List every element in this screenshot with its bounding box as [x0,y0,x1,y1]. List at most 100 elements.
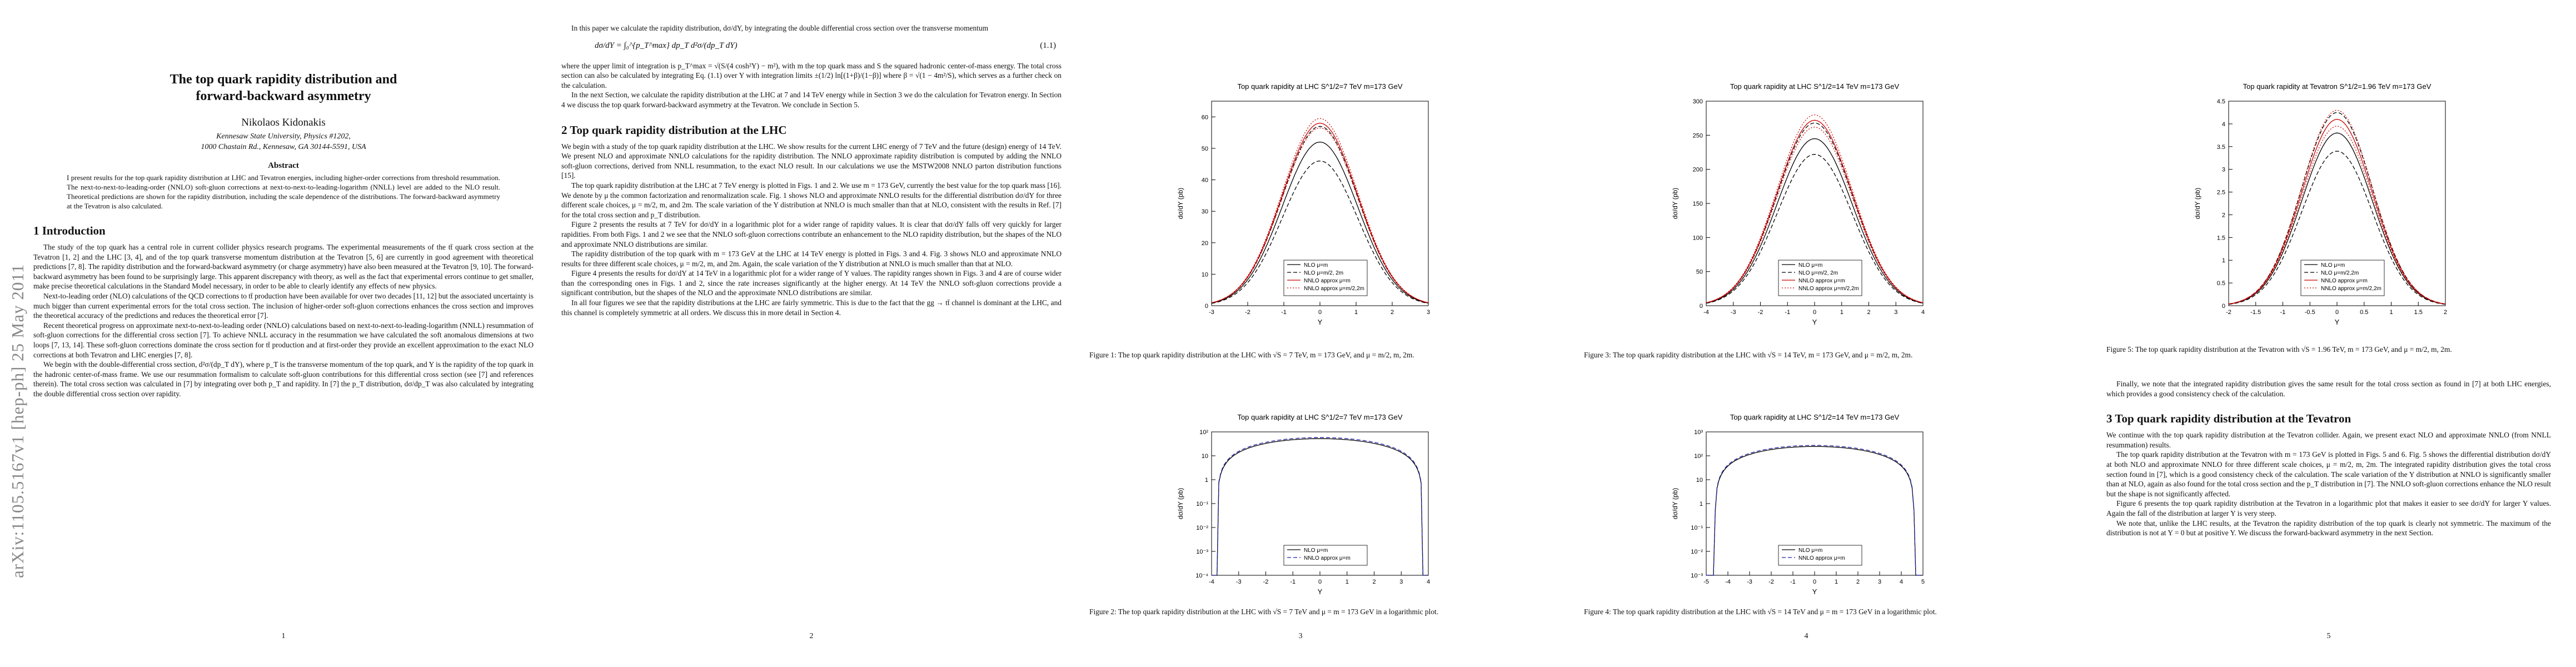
page-number: 3 [1298,632,1303,640]
legend-box [1778,260,1862,296]
paragraph: The study of the top quark has a central… [33,243,534,291]
series-line [1706,446,1923,576]
x-tick-label: 0 [1813,309,1816,316]
title-line-2: forward-backward asymmetry [196,89,371,103]
y-tick-label: 2 [2222,212,2225,218]
x-tick-label: -3 [1236,579,1242,585]
figure-5: Top quark rapidity at Tevatron S^1/2=1.9… [2190,78,2457,334]
y-tick-label: 10² [1199,429,1208,436]
page-5-text: Figure 5: The top quark rapidity distrib… [2106,345,2551,538]
x-tick-label: -4 [1209,579,1214,585]
legend-box [2300,260,2385,296]
x-tick-label: 1 [1840,309,1843,316]
y-tick-label: 50 [1202,146,1208,152]
x-tick-label: -0.5 [2305,309,2315,316]
y-tick-label: 10⁻³ [1196,549,1208,555]
x-tick-label: -4 [1703,309,1709,316]
x-tick-label: 2 [2444,309,2447,316]
y-axis-label: dσ/dY (pb) [2194,188,2201,220]
legend-label: NLO μ=m [1798,262,1822,268]
section-heading: 2 Top quark rapidity distribution at the… [561,123,787,137]
x-tick-label: 4 [1921,309,1925,316]
series-line [1706,120,1924,303]
legend-label: NNLO approx μ=m [1304,278,1351,284]
x-tick-label: -3 [1209,309,1214,316]
y-tick-label: 1 [1205,477,1208,484]
x-tick-label: -5 [1703,579,1709,585]
equation-number: (1.1) [1040,41,1056,50]
figure-5-caption: Figure 5: The top quark rapidity distrib… [2106,345,2452,354]
paragraph: Figure 4 presents the results for dσ/dY … [561,269,1062,297]
y-tick-label: 0 [1205,303,1208,310]
abstract-heading: Abstract [268,161,299,170]
series-line [2228,151,2446,305]
x-tick-label: -3 [1731,309,1736,316]
y-tick-label: 10⁻⁴ [1195,573,1208,579]
y-axis-label: dσ/dY (pb) [1177,488,1184,520]
title-line-1: The top quark rapidity distribution and [170,72,397,87]
x-tick-label: -2 [1245,309,1250,316]
series-line [1212,438,1428,576]
section-heading: 1 Introduction [33,224,106,237]
y-tick-label: 10 [1202,453,1208,460]
y-tick-label: 10 [1202,271,1208,278]
series-line [1211,160,1429,304]
x-tick-label: -2 [1263,579,1269,585]
page-number: 1 [281,632,286,640]
paragraph: We note that, unlike the LHC results, at… [2106,519,2551,537]
x-tick-label: 4 [1900,579,1903,585]
legend-label: NNLO approx μ=m [1304,555,1351,561]
chart-title: Top quark rapidity at LHC S^1/2=7 TeV m=… [1237,413,1402,421]
figure-3-chart: Top quark rapidity at LHC S^1/2=14 TeV m… [1671,82,1925,326]
arxiv-identifier: arXiv:1105.5167v1 [hep-ph] 25 May 2011 [8,263,27,578]
chart-title: Top quark rapidity at LHC S^1/2=14 TeV m… [1730,82,1900,91]
y-tick-label: 200 [1693,167,1703,173]
x-tick-label: 5 [1921,579,1925,585]
y-tick-label: 1 [1700,501,1703,507]
page-number: 2 [809,632,814,640]
paragraph: We begin with a study of the top quark r… [561,142,1062,180]
x-tick-label: -1 [1281,309,1287,316]
figure-4: Top quark rapidity at LHC S^1/2=14 TeV m… [1667,409,1934,603]
x-axis-label: Y [1812,318,1817,326]
paragraph: where the upper limit of integration is … [561,61,1062,89]
page-number: 4 [1804,632,1808,640]
y-tick-label: 100 [1693,235,1703,241]
figure-4-caption: Figure 4: The top quark rapidity distrib… [1584,608,1937,616]
paragraph: Finally, we note that the integrated rap… [2106,380,2551,398]
y-tick-label: 4 [2222,121,2225,128]
legend-box [1283,545,1368,566]
equation-body: dσ/dY = ∫₀^{p_T^max} dp_T d²σ/(dp_T dY) [595,41,738,51]
x-tick-label: 1 [2389,309,2393,316]
x-tick-label: -2 [1768,579,1774,585]
series-line [1706,138,1924,303]
page-5: Top quark rapidity at Tevatron S^1/2=1.9… [2106,0,2576,667]
x-tick-label: 0 [2335,309,2339,316]
x-tick-label: -2 [2226,309,2231,316]
legend-label: NNLO approx μ=m/2,2m [1798,286,1859,292]
x-tick-label: 3 [1427,309,1430,316]
paragraph: The top quark rapidity distribution at t… [561,181,1062,219]
series-line [2228,119,2446,305]
y-axis-label: dσ/dY (pb) [1671,488,1679,520]
x-tick-label: 4 [1427,579,1430,585]
legend-label: NNLO approx μ=m [2321,278,2368,284]
x-tick-label: 0 [1318,309,1322,316]
figure-2: Top quark rapidity at LHC S^1/2=7 TeV m=… [1173,409,1439,603]
figure-3: Top quark rapidity at LHC S^1/2=14 TeV m… [1667,78,1934,334]
y-tick-label: 250 [1693,132,1703,139]
paragraph: Figure 2 presents the results at 7 TeV f… [561,220,1062,248]
equation-rhs: ∫₀^{p_T^max} dp_T d²σ/(dp_T dY) [624,41,738,50]
x-tick-label: -1 [1290,579,1296,585]
x-tick-label: 1 [1346,579,1349,585]
y-tick-label: 10 [1696,477,1703,484]
legend-label: NLO μ=m/2, 2m [1304,270,1343,276]
series-line [1211,141,1429,303]
legend-label: NLO μ=m [1798,547,1822,554]
x-tick-label: -2 [1758,309,1763,316]
y-tick-label: 3.5 [2217,144,2225,151]
x-tick-label: 0.5 [2360,309,2368,316]
y-tick-label: 10⁻² [1691,549,1703,555]
y-tick-label: 0 [1700,303,1703,310]
paragraph: In the next Section, we calculate the ra… [561,91,1062,109]
